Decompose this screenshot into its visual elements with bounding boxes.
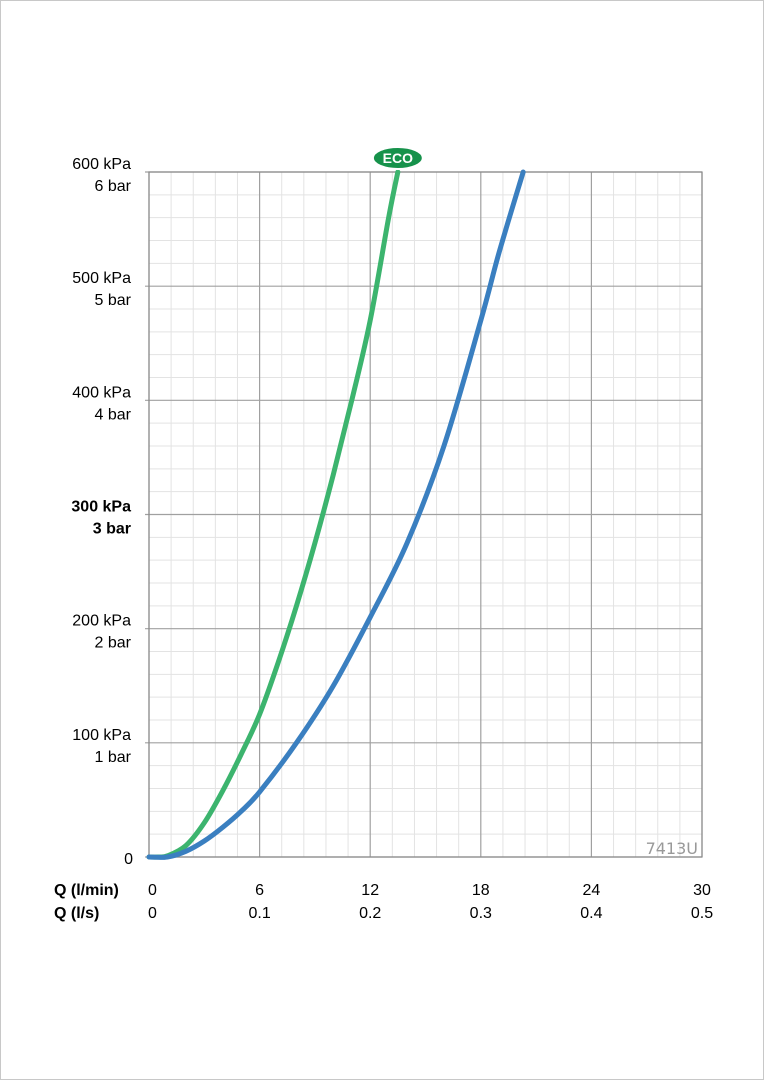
x-tick-label: 0.1 — [248, 905, 270, 922]
x-axis-title: Q (l/min) — [54, 882, 119, 899]
x-tick-label: 0.2 — [359, 905, 381, 922]
major-gridlines — [145, 171, 703, 858]
y-tick-label-kpa: 300 kPa — [71, 499, 131, 516]
y-tick-label-bar: 4 bar — [95, 406, 132, 423]
x-tick-label: 0.4 — [580, 905, 602, 922]
x-tick-label: 0.3 — [470, 905, 492, 922]
y-axis-tick-labels: 600 kPa 6 bar 500 kPa 5 bar 400 kPa 4 bar 300 … — [71, 156, 133, 868]
x-tick-label: 0 — [148, 882, 157, 899]
y-tick-label-kpa: 100 kPa — [72, 727, 131, 744]
y-tick-label-bar: 6 bar — [95, 178, 132, 195]
series-lines — [146, 169, 526, 860]
y-tick-label-kpa: 0 — [124, 851, 133, 868]
x-axis-tick-labels: Q (l/min) 0 6 12 18 24 30 Q (l/s) 0 0.1 0.2 0.3 0.4 0… — [54, 882, 713, 922]
x-tick-label: 30 — [693, 882, 711, 899]
x-tick-label: 0 — [148, 905, 157, 922]
series-line-eco — [146, 169, 401, 860]
y-tick-label-kpa: 500 kPa — [72, 270, 131, 287]
y-tick-label-kpa: 600 kPa — [72, 156, 131, 173]
eco-badge-shape — [371, 146, 424, 170]
x-tick-label: 0.5 — [691, 905, 713, 922]
y-tick-label-bar: 5 bar — [95, 292, 132, 309]
y-tick-label-kpa: 400 kPa — [72, 384, 131, 401]
y-tick-label-bar: 2 bar — [95, 635, 132, 652]
eco-badge-label: ECO — [383, 150, 413, 166]
y-tick-label-bar: 1 bar — [95, 749, 132, 766]
plot-frame — [148, 171, 703, 858]
x-tick-label: 12 — [361, 882, 379, 899]
plot-border — [148, 171, 703, 858]
eco-badge: ECO — [371, 146, 424, 170]
y-tick-label-bar: 3 bar — [93, 521, 131, 538]
x-tick-label: 24 — [583, 882, 601, 899]
y-tick-label-kpa: 200 kPa — [72, 613, 131, 630]
x-axis-title: Q (l/s) — [54, 905, 99, 922]
product-code-annotation: 7413U — [646, 839, 698, 858]
x-tick-label: 18 — [472, 882, 490, 899]
x-tick-label: 6 — [255, 882, 264, 899]
series-line-standard — [146, 169, 526, 860]
